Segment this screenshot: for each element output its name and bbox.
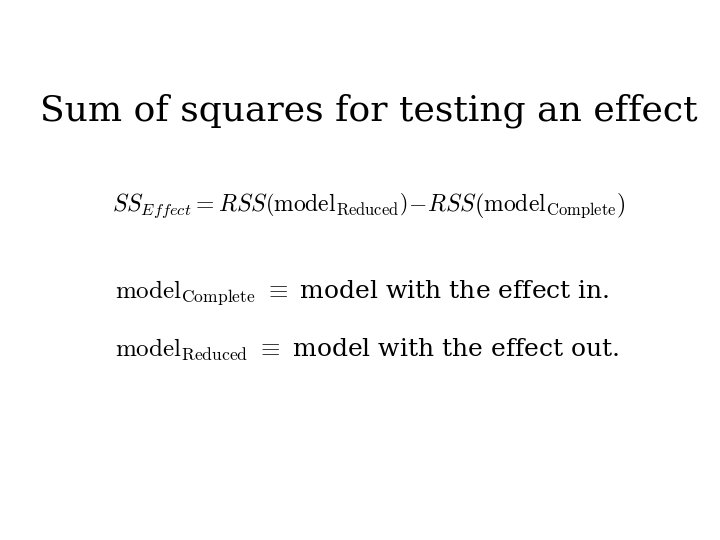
Text: $\mathrm{model}_{\mathrm{Reduced}}$ $\equiv$ model with the effect out.: $\mathrm{model}_{\mathrm{Reduced}}$ $\eq… [115, 336, 619, 362]
Text: Sum of squares for testing an effect: Sum of squares for testing an effect [40, 94, 698, 129]
Text: $\mathrm{model}_{\mathrm{Complete}}$ $\equiv$ model with the effect in.: $\mathrm{model}_{\mathrm{Complete}}$ $\e… [115, 278, 610, 307]
Text: $SS_{\it{Effect}} = RSS\left(\mathrm{model}_{\mathrm{Reduced}}\right)\!-\! RSS\l: $SS_{\it{Effect}} = RSS\left(\mathrm{mod… [112, 191, 626, 221]
